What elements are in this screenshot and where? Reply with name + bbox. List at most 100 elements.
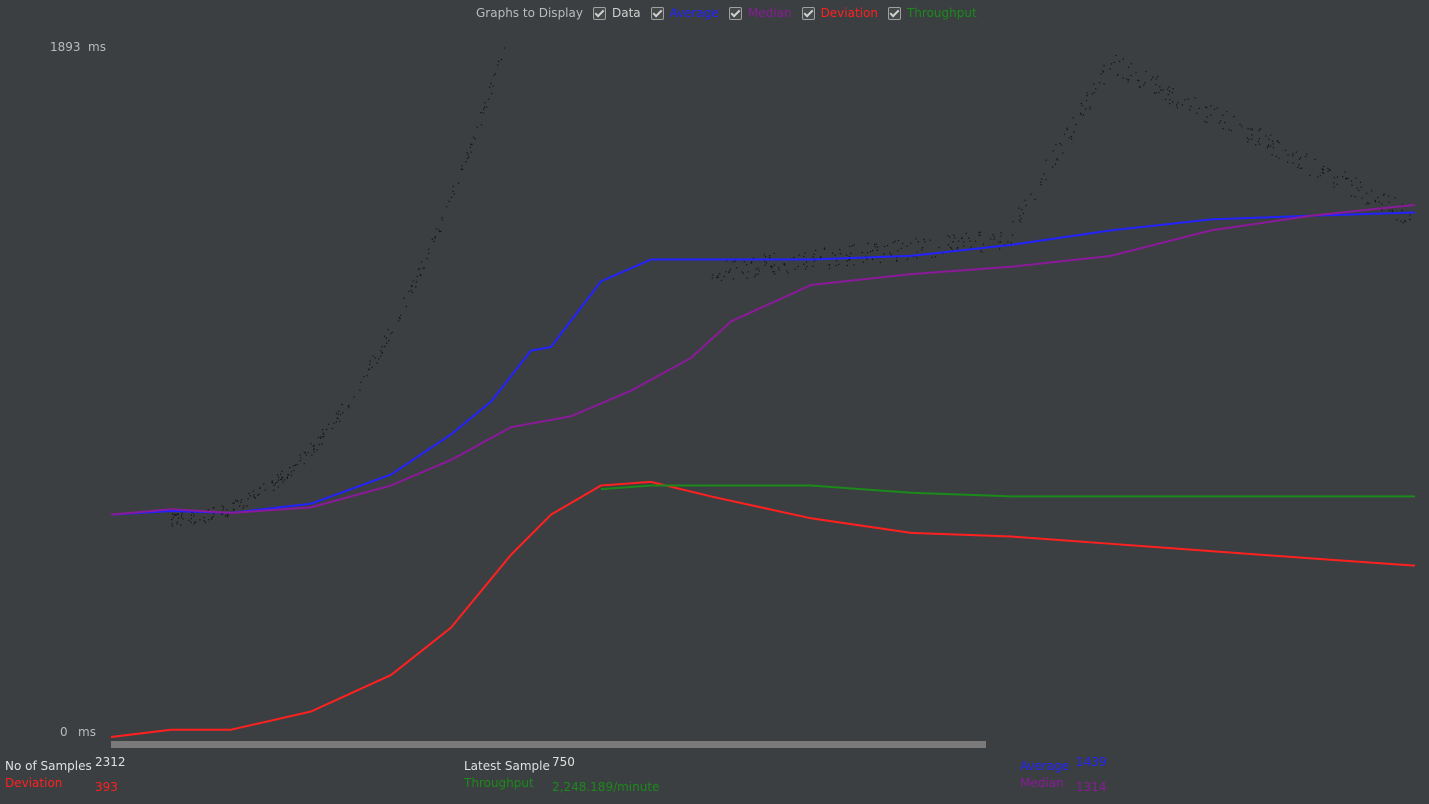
checkbox-median[interactable] <box>728 6 742 20</box>
data-point <box>725 260 728 262</box>
data-point <box>335 421 337 423</box>
data-point <box>838 263 840 265</box>
data-point <box>176 521 179 523</box>
median-value: 1314 <box>1076 780 1107 794</box>
data-point <box>172 517 174 519</box>
data-point <box>461 168 464 170</box>
checkbox-data[interactable] <box>592 6 606 20</box>
data-point <box>1073 131 1075 133</box>
data-point <box>728 270 731 272</box>
data-point <box>956 248 958 250</box>
data-point <box>242 507 244 509</box>
data-point <box>1268 138 1270 140</box>
checkbox-throughput[interactable] <box>887 6 901 20</box>
data-point <box>385 337 388 339</box>
data-point <box>1177 102 1179 104</box>
data-point <box>853 244 855 246</box>
checkbox-average[interactable] <box>650 6 664 20</box>
graphs-to-display-title: Graphs to Display <box>476 6 583 20</box>
data-point <box>1388 201 1390 203</box>
data-point <box>979 234 981 236</box>
data-point <box>757 273 759 275</box>
data-point <box>897 240 899 242</box>
data-point <box>259 487 261 489</box>
toggle-average[interactable]: Average <box>650 6 719 20</box>
data-point <box>1321 171 1323 174</box>
data-point <box>208 519 210 521</box>
data-point <box>890 254 892 256</box>
data-point <box>461 165 463 167</box>
data-point <box>337 413 339 415</box>
data-point <box>957 240 960 242</box>
data-point <box>1401 204 1404 206</box>
data-point <box>1086 95 1088 97</box>
horizontal-scrollbar[interactable] <box>111 741 986 748</box>
data-point <box>1284 149 1287 152</box>
data-point <box>1176 104 1178 106</box>
data-point <box>845 254 848 256</box>
data-point <box>1110 63 1113 65</box>
toggle-throughput[interactable]: Throughput <box>887 6 977 20</box>
toggle-median[interactable]: Median <box>728 6 792 20</box>
data-point <box>1126 78 1128 80</box>
data-point <box>403 297 405 299</box>
data-point <box>290 474 293 476</box>
data-point <box>1052 150 1054 152</box>
data-point <box>1287 154 1289 156</box>
data-point <box>1345 177 1347 179</box>
data-point <box>503 47 505 49</box>
toggle-deviation[interactable]: Deviation <box>801 6 878 20</box>
data-point <box>849 259 851 261</box>
data-point <box>1367 202 1369 204</box>
data-point <box>772 271 774 273</box>
data-point <box>441 217 443 219</box>
data-point <box>177 513 179 515</box>
data-point <box>1333 186 1335 188</box>
data-points-layer <box>171 47 1411 527</box>
data-point <box>883 245 886 248</box>
data-point <box>340 414 342 416</box>
data-point <box>411 285 413 288</box>
deviation-value: 393 <box>95 780 118 794</box>
data-point <box>734 260 736 262</box>
data-point <box>824 248 826 250</box>
data-point <box>333 422 335 424</box>
data-point <box>190 514 192 516</box>
data-point <box>253 496 255 498</box>
data-point <box>793 256 795 259</box>
data-point <box>271 482 274 484</box>
data-point <box>310 443 312 445</box>
checkbox-deviation[interactable] <box>801 6 815 20</box>
data-point <box>1314 158 1316 160</box>
data-point <box>1301 167 1303 169</box>
data-point <box>450 196 453 199</box>
data-point <box>813 260 815 262</box>
data-point <box>1204 120 1206 123</box>
data-point <box>1159 86 1161 88</box>
data-point <box>322 432 324 434</box>
data-point <box>1152 76 1154 78</box>
data-point <box>1091 93 1093 95</box>
data-point <box>363 376 365 378</box>
data-point <box>924 241 926 243</box>
data-point <box>846 264 848 267</box>
toggle-data[interactable]: Data <box>592 6 641 20</box>
data-point <box>174 513 176 516</box>
data-point <box>846 260 848 262</box>
data-point <box>1045 159 1047 161</box>
data-point <box>286 477 288 479</box>
data-point <box>1266 147 1269 149</box>
data-point <box>1056 158 1058 160</box>
data-point <box>1139 86 1141 88</box>
data-point <box>1024 199 1026 201</box>
data-point <box>307 451 309 454</box>
data-point <box>757 267 759 269</box>
data-point <box>369 363 371 365</box>
data-point <box>1172 101 1174 103</box>
data-point <box>470 151 472 153</box>
data-point <box>190 521 192 523</box>
data-point <box>497 64 499 66</box>
data-point <box>438 229 440 231</box>
data-point <box>405 305 407 308</box>
data-point <box>383 335 385 337</box>
